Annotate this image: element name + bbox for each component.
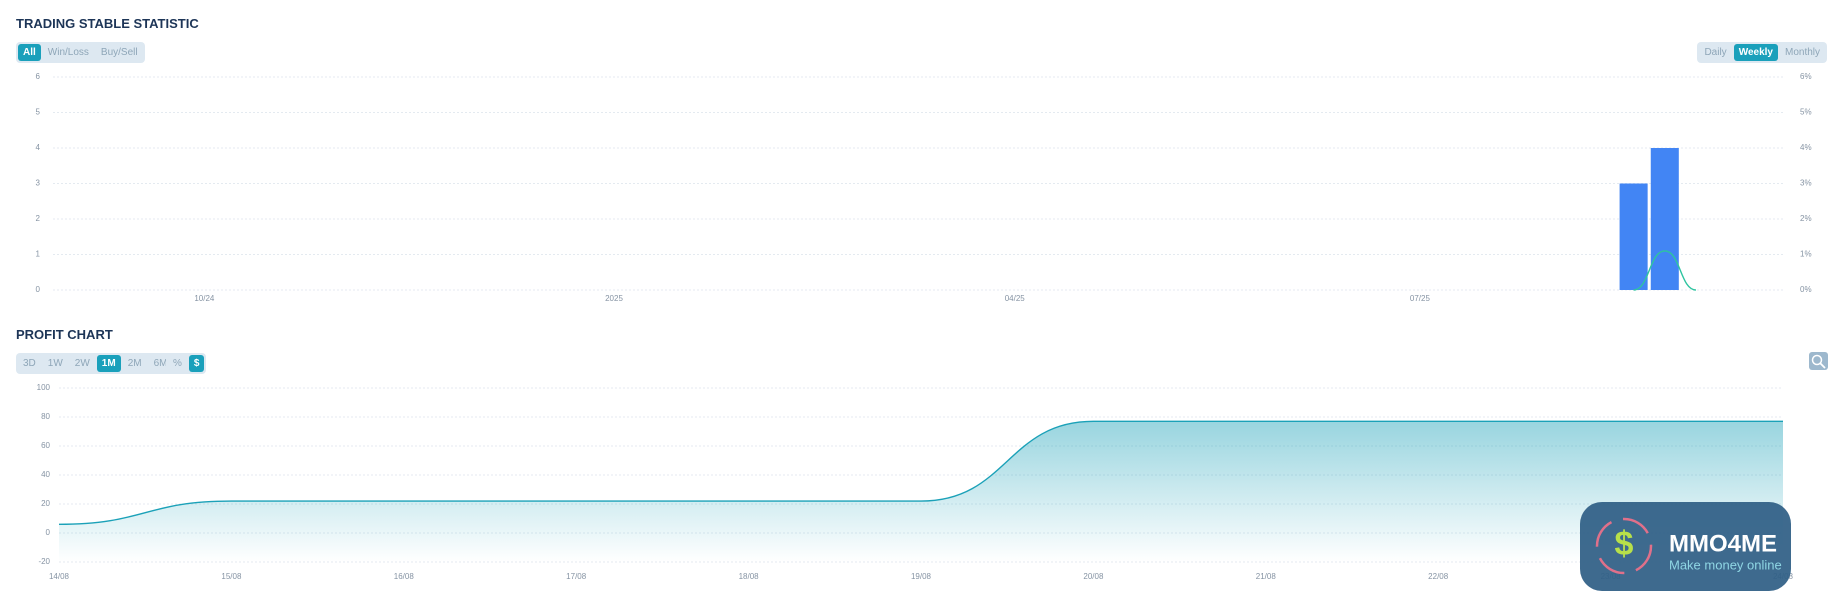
toggle-button[interactable]: Daily [1704,47,1727,58]
x-tick-label: 10/24 [194,294,215,303]
y-tick-label: 20 [41,499,50,508]
period-group: Daily Weekly Monthly [1697,42,1827,63]
zoom-icon [1811,354,1823,366]
line [58,420,1783,525]
y-tick-label: 100 [37,383,51,392]
x-tick-label: 16/08 [394,572,415,581]
zoom-icon [1819,362,1826,369]
y-tick-label: 3 [36,179,41,188]
y-tick-label: 2% [1800,214,1812,223]
line [1633,250,1697,291]
toggle-button[interactable]: 2M [127,358,142,369]
area [59,421,1783,562]
y-tick-label: 0 [36,285,41,294]
y-tick-label: 0 [46,528,51,537]
range-group: 3D 1W 2W 1M 2M 6M [16,353,175,374]
toggle-button[interactable]: 1W [47,358,63,369]
y-tick-label: 6% [1800,72,1812,81]
zoom-button[interactable] [1809,352,1828,370]
toggle-button[interactable]: Buy/Sell [100,47,138,58]
toggle-button[interactable]: $ [188,355,205,372]
x-tick-label: 04/25 [1005,294,1026,303]
x-tick-label: 17/08 [566,572,587,581]
x-tick-label: 19/08 [911,572,932,581]
y-tick-label: 1 [36,250,41,259]
bar [1619,183,1648,290]
y-tick-label: 3% [1800,179,1812,188]
logo-symbol: $ [1615,525,1634,563]
y-tick-label: -20 [38,557,50,566]
x-tick-label: 14/08 [49,572,70,581]
x-tick-label: 15/08 [221,572,242,581]
toggle-button[interactable]: % [173,358,182,369]
x-tick-label: 21/08 [1256,572,1277,581]
logo-tagline: Make money online [1669,557,1782,572]
x-tick-label: 22/08 [1428,572,1449,581]
y-tick-label: 80 [41,412,50,421]
y-tick-label: 6 [36,72,41,81]
watermark-bg [1580,502,1791,591]
toggle-button[interactable]: Win/Loss [47,47,89,58]
section-title: PROFIT CHART [16,327,113,342]
toggle-button[interactable]: Weekly [1733,44,1778,61]
x-tick-label: 18/08 [739,572,760,581]
y-tick-label: 0% [1800,285,1812,294]
bar [1650,148,1679,290]
toggle-button[interactable]: 3D [23,358,36,369]
toggle-button[interactable]: 6M [153,358,168,369]
y-tick-label: 2 [36,214,41,223]
y-tick-label: 5% [1800,108,1812,117]
y-tick-label: 1% [1800,250,1812,259]
logo-ring [1595,517,1653,575]
x-tick-label: 2025 [605,294,623,303]
section-title: TRADING STABLE STATISTIC [16,16,199,31]
y-tick-label: 40 [41,470,50,479]
unit-group: % $ [166,353,207,374]
toggle-button[interactable]: 2W [74,358,90,369]
toggle-button[interactable]: 1M [96,355,121,372]
toggle-button[interactable]: Monthly [1784,47,1820,58]
logo-name: MMO4ME [1669,530,1777,557]
x-tick-label: 20/08 [1083,572,1104,581]
y-tick-label: 4 [36,143,41,152]
filter-group: All Win/Loss Buy/Sell [16,42,145,63]
y-tick-label: 60 [41,441,50,450]
x-tick-label: 07/25 [1410,294,1431,303]
y-tick-label: 4% [1800,143,1812,152]
toggle-button[interactable]: All [18,44,41,61]
y-tick-label: 5 [36,108,41,117]
